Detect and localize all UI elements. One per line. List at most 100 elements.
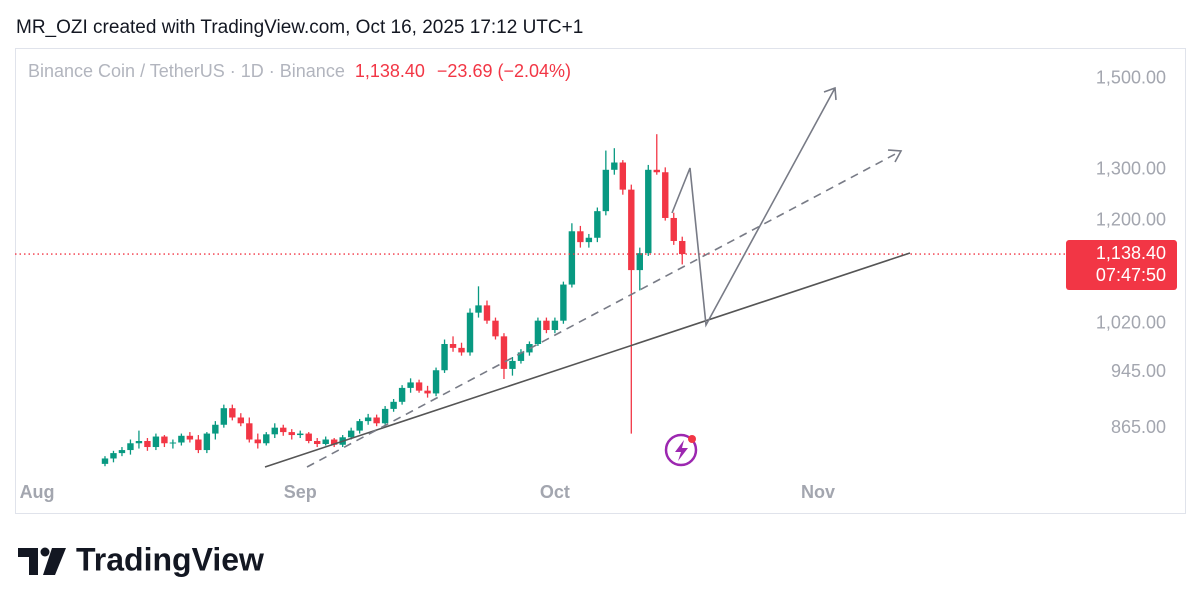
candle-body <box>568 231 576 285</box>
candle-body <box>441 344 448 371</box>
candle-body <box>280 427 287 433</box>
candle-body <box>356 421 363 431</box>
candle-body <box>373 417 380 424</box>
candle-body <box>220 408 228 425</box>
candle-body <box>229 408 236 418</box>
candle-body <box>577 231 584 243</box>
candle-body <box>619 162 627 190</box>
candle-body <box>662 172 669 218</box>
dashed-trend-line <box>306 150 902 468</box>
x-tick-label: Aug <box>20 482 55 502</box>
y-tick-label: 1,500.00 <box>1096 68 1166 88</box>
candle-body <box>212 424 219 434</box>
price-tag-label: 1,138.40 <box>1096 243 1166 263</box>
candle-body <box>636 253 643 271</box>
candle-body <box>424 390 431 394</box>
candle-body <box>543 320 550 331</box>
y-tick-label: 1,200.00 <box>1096 209 1166 229</box>
candle-body <box>254 439 261 444</box>
event-bolt <box>675 440 688 461</box>
candle-body <box>432 370 440 394</box>
candle-body <box>237 417 245 424</box>
logo-mark <box>18 548 38 575</box>
candle-body <box>263 434 270 444</box>
candle-body <box>381 408 389 424</box>
candle-body <box>127 443 134 451</box>
event-icon <box>664 433 698 467</box>
y-tick-label: 865.00 <box>1111 417 1166 437</box>
candle-body <box>645 169 652 254</box>
projection-path <box>671 87 836 328</box>
candle-body <box>390 401 397 409</box>
candle-body <box>611 162 618 170</box>
candle-body <box>670 217 677 241</box>
candle-body <box>475 305 482 313</box>
drawings <box>264 86 911 468</box>
legend: Binance Coin / TetherUS · 1D · Binance 1,… <box>28 61 571 81</box>
logo-mark <box>43 548 66 575</box>
candle-body <box>203 433 211 451</box>
chart-title: Binance Coin / TetherUS · 1D · Binance <box>28 61 345 81</box>
countdown: 07:47:50 <box>1096 265 1166 285</box>
candle-body <box>407 382 414 388</box>
candle-body <box>449 344 457 348</box>
candle-body <box>297 433 304 436</box>
candle-body <box>415 382 423 391</box>
y-tick-label: 1,020.00 <box>1096 313 1166 333</box>
candle-body <box>314 441 321 445</box>
candle-body <box>169 442 177 444</box>
candle-body <box>186 435 194 440</box>
candle-body <box>178 435 185 443</box>
candle-body <box>594 211 601 238</box>
candle-body <box>110 453 117 459</box>
candle-body <box>161 436 168 444</box>
candle-body <box>458 347 465 353</box>
candle-body <box>101 458 109 464</box>
arrow-head <box>823 86 837 101</box>
x-tick-label: Sep <box>284 482 317 502</box>
price-tag <box>1066 240 1177 291</box>
x-tick-label: Oct <box>540 482 570 502</box>
logo: TradingView <box>18 541 264 577</box>
candle-body <box>679 240 686 255</box>
candle-body <box>492 320 499 337</box>
candle-body <box>517 352 525 361</box>
event-circle <box>664 433 698 467</box>
arrow-head <box>887 149 903 163</box>
candle-body <box>500 336 508 369</box>
candle-body <box>585 237 593 243</box>
candle-body <box>288 432 295 436</box>
candle-body <box>195 439 202 451</box>
y-tick-label: 1,300.00 <box>1096 159 1166 179</box>
candle-body <box>144 441 151 448</box>
candle-body <box>602 169 610 212</box>
header: MR_OZI created with TradingView.com, Oct… <box>16 17 583 38</box>
candle-body <box>628 189 635 271</box>
candle-body <box>364 417 372 422</box>
candle-body <box>246 423 253 440</box>
candle-body <box>534 320 542 345</box>
event-dot <box>688 435 696 443</box>
candle-body <box>551 320 559 331</box>
logo-mark <box>40 547 50 557</box>
candle-body <box>118 450 126 454</box>
candle-body <box>330 439 338 445</box>
candle-body <box>322 439 329 445</box>
candle-body <box>152 436 160 448</box>
legend-price: 1,138.40 <box>355 61 425 81</box>
candle-body <box>347 430 355 438</box>
plot: 1,500.00 1,300.00 1,200.00 1,020.00 945.00 86… <box>15 68 1177 502</box>
chart-frame <box>15 48 1186 514</box>
candle-body <box>483 305 491 321</box>
candle-body <box>466 312 474 353</box>
candle-body <box>653 169 660 173</box>
candle-body <box>135 441 143 444</box>
candle-body <box>271 427 278 435</box>
legend-change: −23.69 (−2.04%) <box>437 61 571 81</box>
candle-body <box>305 433 312 442</box>
candle-body <box>398 387 406 402</box>
y-tick-label: 945.00 <box>1111 361 1166 381</box>
